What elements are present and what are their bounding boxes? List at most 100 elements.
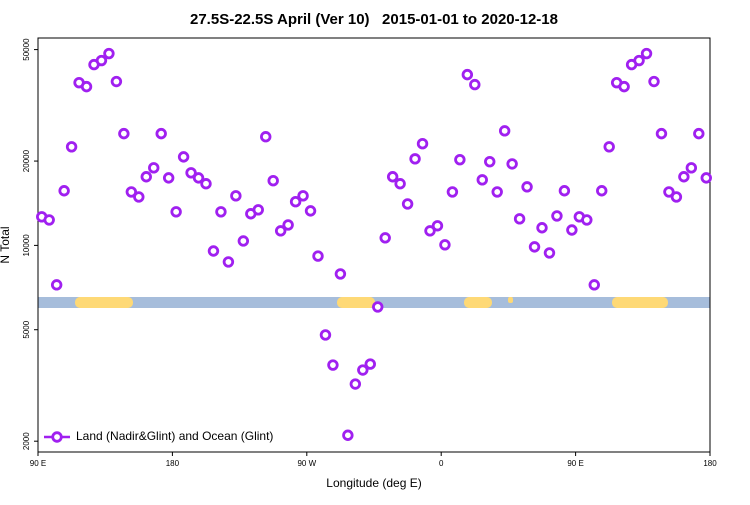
point: [170, 206, 182, 218]
x-axis-label: Longitude (deg E): [326, 476, 421, 490]
x-tick-label: 90 W: [297, 459, 316, 468]
point: [133, 191, 145, 203]
point: [95, 54, 108, 67]
point: [700, 172, 712, 184]
y-tick-label: 10000: [22, 234, 31, 257]
point: [364, 358, 376, 370]
land-segment: [508, 297, 513, 303]
point: [394, 178, 406, 190]
point: [693, 127, 705, 140]
point: [58, 185, 70, 197]
legend-marker: [51, 431, 63, 443]
point: [476, 174, 488, 186]
point: [372, 301, 384, 313]
x-tick-label: 90 E: [30, 459, 46, 468]
point: [513, 213, 526, 225]
point: [155, 127, 167, 140]
point: [409, 153, 421, 165]
point: [267, 174, 279, 187]
point: [349, 378, 362, 390]
point: [319, 329, 332, 341]
point: [312, 250, 324, 262]
point: [110, 75, 123, 88]
point: [50, 279, 63, 291]
point: [379, 232, 391, 244]
y-tick-label: 5000: [22, 320, 31, 338]
point: [200, 178, 212, 190]
point: [192, 172, 205, 184]
point: [148, 162, 160, 174]
land-segment: [75, 297, 133, 308]
point: [558, 185, 571, 197]
point: [424, 225, 436, 237]
point: [498, 125, 511, 137]
point: [446, 186, 459, 198]
land-segment: [464, 297, 492, 308]
point: [566, 224, 578, 236]
point: [334, 268, 347, 280]
land-segment: [612, 297, 668, 308]
point: [596, 185, 608, 197]
point: [252, 204, 264, 216]
series: [36, 47, 712, 441]
point: [282, 219, 294, 231]
point: [260, 131, 272, 143]
point: [581, 214, 593, 226]
point: [618, 80, 630, 93]
point: [230, 190, 242, 202]
x-tick-label: 90 E: [567, 459, 583, 468]
point: [401, 198, 414, 210]
point: [640, 47, 653, 60]
point: [140, 171, 152, 183]
point: [588, 279, 600, 291]
point: [162, 172, 175, 184]
point: [342, 429, 354, 441]
point: [65, 141, 78, 153]
point: [648, 75, 660, 88]
y-tick-label: 50000: [22, 38, 31, 61]
point: [207, 245, 220, 257]
point: [222, 256, 235, 268]
point: [416, 137, 429, 150]
y-tick-label: 2000: [22, 432, 31, 450]
legend-label: Land (Nadir&Glint) and Ocean (Glint): [76, 429, 273, 443]
point: [678, 171, 690, 183]
point: [237, 235, 250, 247]
point: [304, 205, 317, 217]
point: [289, 196, 302, 208]
point: [118, 127, 130, 140]
point: [536, 222, 548, 234]
x-tick-label: 0: [439, 459, 444, 468]
point: [386, 171, 399, 183]
point: [177, 151, 190, 163]
y-tick-label: 20000: [22, 149, 31, 172]
point: [521, 181, 533, 193]
point: [327, 359, 339, 371]
point: [484, 155, 496, 168]
point: [603, 141, 615, 153]
point: [528, 241, 541, 253]
point: [551, 210, 563, 222]
point: [543, 247, 556, 259]
point: [454, 153, 466, 166]
point: [80, 80, 93, 93]
point: [215, 206, 227, 218]
point: [670, 191, 683, 203]
x-tick-label: 180: [166, 459, 180, 468]
x-tick-label: 180: [703, 459, 717, 468]
point: [469, 78, 481, 91]
point: [103, 47, 115, 60]
point: [506, 158, 518, 170]
point: [125, 186, 138, 198]
point: [185, 167, 197, 179]
point: [274, 225, 287, 237]
land-segment: [337, 297, 375, 308]
chart-title: 27.5S-22.5S April (Ver 10) 2015-01-01 to…: [190, 11, 558, 28]
surface-band: [38, 297, 710, 308]
point: [655, 127, 668, 140]
point: [491, 186, 503, 198]
y-axis-label: N Total: [0, 226, 12, 263]
point: [461, 68, 474, 81]
point: [439, 239, 451, 251]
